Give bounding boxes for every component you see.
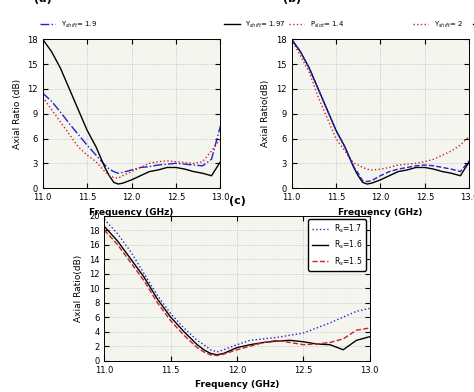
Text: (b): (b) bbox=[283, 0, 301, 4]
Text: (a): (a) bbox=[34, 0, 52, 4]
Legend: Y$_{shift}$= 1.9, Y$_{shift}$= 1.97, Y$_{shift}$= 2: Y$_{shift}$= 1.9, Y$_{shift}$= 1.97, Y$_… bbox=[37, 17, 466, 33]
X-axis label: Frequency (GHz): Frequency (GHz) bbox=[195, 380, 279, 389]
Y-axis label: Axial Ratio (dB): Axial Ratio (dB) bbox=[13, 79, 22, 149]
Y-axis label: Axial Ratio(dB): Axial Ratio(dB) bbox=[262, 80, 271, 147]
Text: (c): (c) bbox=[228, 196, 246, 206]
X-axis label: Frequency (GHz): Frequency (GHz) bbox=[338, 208, 423, 216]
Legend: P$_{slot}$= 1.4, P$_{slot}$= 1.5, P$_{slot}$= 1.6: P$_{slot}$= 1.4, P$_{slot}$= 1.5, P$_{sl… bbox=[286, 17, 474, 33]
Y-axis label: Axial Ratio(dB): Axial Ratio(dB) bbox=[74, 254, 83, 322]
X-axis label: Frequency (GHz): Frequency (GHz) bbox=[89, 208, 174, 216]
Legend: R$_s$=1.7, R$_s$=1.6, R$_s$=1.5: R$_s$=1.7, R$_s$=1.6, R$_s$=1.5 bbox=[309, 220, 366, 270]
